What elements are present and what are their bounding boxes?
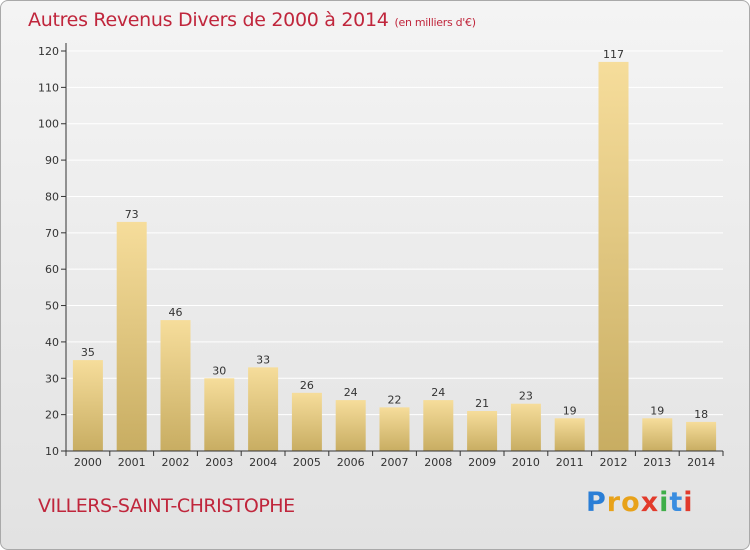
commune-name: VILLERS-SAINT-CHRISTOPHE	[38, 495, 295, 517]
x-tick-label: 2001	[118, 456, 146, 469]
bar	[598, 61, 629, 452]
x-tick-label: 2002	[162, 456, 190, 469]
bar	[423, 400, 454, 451]
chart-title: Autres Revenus Divers de 2000 à 2014 (en …	[28, 9, 476, 31]
x-tick-label: 2000	[74, 456, 102, 469]
y-tick-label: 10	[45, 445, 59, 458]
bar-value-label: 19	[563, 404, 577, 417]
bar-value-label: 26	[300, 379, 314, 392]
bar	[379, 407, 410, 451]
bars	[72, 61, 717, 452]
bar	[510, 403, 541, 451]
x-tick-label: 2014	[687, 456, 715, 469]
y-tick-label: 80	[45, 190, 59, 203]
bar-value-label: 22	[388, 393, 402, 406]
x-tick-label: 2012	[600, 456, 628, 469]
bar	[291, 392, 322, 451]
x-tick-label: 2007	[381, 456, 409, 469]
bar-value-label: 73	[125, 208, 139, 221]
x-tick-label: 2013	[643, 456, 671, 469]
y-tick-label: 20	[45, 409, 59, 422]
x-tick-label: 2008	[424, 456, 452, 469]
bar-value-label: 18	[694, 408, 708, 421]
y-tick-label: 60	[45, 263, 59, 276]
y-tick-label: 30	[45, 372, 59, 385]
bar-value-label: 23	[519, 390, 533, 403]
y-tick-label: 70	[45, 227, 59, 240]
bar	[686, 421, 717, 451]
y-tick-label: 120	[38, 45, 59, 58]
y-tick-label: 90	[45, 154, 59, 167]
bar	[335, 400, 366, 451]
y-tick-label: 100	[38, 118, 59, 131]
labels: 10 20 30 40 50 60 70 80 90 100 110 120 35 2000 73 2001 4…	[38, 45, 715, 469]
bar-value-label: 33	[256, 353, 270, 366]
x-tick-label: 2005	[293, 456, 321, 469]
axes	[61, 43, 724, 456]
bar	[72, 360, 103, 451]
y-tick-label: 110	[38, 81, 59, 94]
x-tick-label: 2004	[249, 456, 277, 469]
x-tick-label: 2006	[337, 456, 365, 469]
chart-title-text: Autres Revenus Divers de 2000 à 2014	[28, 9, 389, 31]
x-tick-label: 2010	[512, 456, 540, 469]
bar	[160, 320, 191, 451]
y-tick-label: 50	[45, 300, 59, 313]
bar-value-label: 19	[650, 404, 664, 417]
bar-value-label: 24	[431, 386, 445, 399]
x-tick-label: 2009	[468, 456, 496, 469]
chart-title-unit: (en milliers d'€)	[394, 16, 476, 29]
x-tick-label: 2003	[205, 456, 233, 469]
bar	[116, 221, 147, 451]
bar-value-label: 117	[603, 48, 624, 61]
bar	[554, 418, 585, 451]
bar	[467, 411, 498, 451]
y-tick-label: 40	[45, 336, 59, 349]
bar-value-label: 30	[212, 364, 226, 377]
proxiti-logo: Proxiti	[586, 487, 694, 518]
x-tick-label: 2011	[556, 456, 584, 469]
bar	[204, 378, 235, 451]
bar-value-label: 21	[475, 397, 489, 410]
bar-value-label: 24	[344, 386, 358, 399]
bar-value-label: 46	[169, 306, 183, 319]
bar-value-label: 35	[81, 346, 95, 359]
bar	[248, 367, 279, 451]
bar	[642, 418, 673, 451]
